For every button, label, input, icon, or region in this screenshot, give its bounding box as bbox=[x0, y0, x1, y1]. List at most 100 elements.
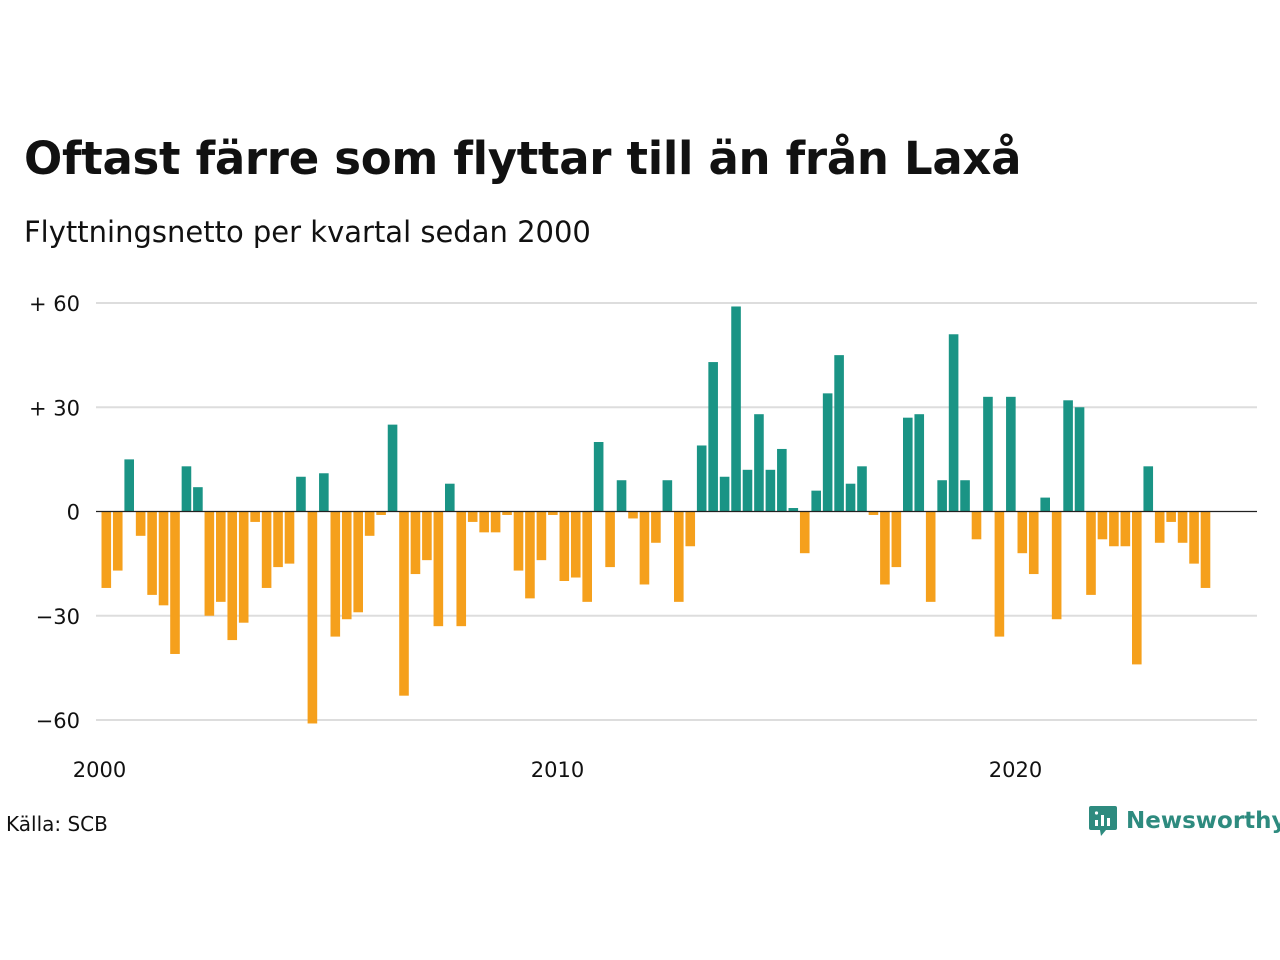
bars bbox=[101, 306, 1211, 724]
bar-11 bbox=[227, 511, 238, 641]
bar-48 bbox=[651, 511, 661, 543]
bar-52 bbox=[696, 445, 707, 512]
bar-50 bbox=[674, 511, 684, 602]
bar-24 bbox=[376, 511, 386, 515]
bar-10 bbox=[216, 511, 226, 602]
bar-3 bbox=[135, 511, 146, 536]
y-tick-label: + 60 bbox=[29, 292, 80, 316]
bar-33 bbox=[479, 511, 489, 533]
chart-title: Oftast färre som flyttar till än från La… bbox=[24, 132, 1022, 185]
bar-75 bbox=[960, 480, 970, 512]
y-tick-label: + 30 bbox=[29, 396, 80, 420]
bar-13 bbox=[250, 511, 260, 522]
bar-87 bbox=[1097, 511, 1108, 540]
bar-55 bbox=[731, 306, 741, 512]
bar-30 bbox=[445, 483, 455, 512]
bar-64 bbox=[834, 355, 844, 512]
newsworthy-logo: Newsworthy bbox=[1088, 804, 1280, 838]
bar-72 bbox=[925, 511, 936, 602]
bar-88 bbox=[1109, 511, 1119, 547]
bar-60 bbox=[788, 508, 799, 512]
bar-68 bbox=[880, 511, 890, 585]
bar-81 bbox=[1028, 511, 1039, 575]
bar-62 bbox=[811, 490, 821, 512]
bar-58 bbox=[765, 469, 776, 512]
bar-85 bbox=[1074, 407, 1085, 512]
bar-9 bbox=[204, 511, 215, 616]
bar-49 bbox=[662, 480, 673, 512]
bar-0 bbox=[101, 511, 112, 588]
bar-66 bbox=[857, 466, 867, 512]
bar-61 bbox=[799, 511, 810, 554]
bar-91 bbox=[1143, 466, 1154, 512]
bar-96 bbox=[1200, 511, 1211, 588]
brand-name: Newsworthy bbox=[1126, 808, 1280, 834]
bar-1 bbox=[112, 511, 123, 571]
bar-65 bbox=[845, 483, 856, 512]
bar-86 bbox=[1086, 511, 1096, 595]
bar-19 bbox=[319, 473, 329, 512]
bar-53 bbox=[708, 362, 718, 512]
bar-18 bbox=[307, 511, 318, 724]
bar-40 bbox=[559, 511, 570, 581]
bar-20 bbox=[330, 511, 341, 637]
bar-22 bbox=[353, 511, 363, 613]
source-note: Källa: SCB bbox=[6, 812, 108, 836]
bar-5 bbox=[158, 511, 169, 606]
bar-84 bbox=[1063, 400, 1073, 512]
bar-82 bbox=[1040, 497, 1050, 512]
bar-94 bbox=[1177, 511, 1188, 543]
bar-73 bbox=[937, 480, 947, 512]
bar-41 bbox=[570, 511, 581, 578]
bar-29 bbox=[433, 511, 444, 627]
axes: + 60 + 30 0 −30 −60 2000 2010 2020 bbox=[29, 292, 1257, 782]
bar-83 bbox=[1051, 511, 1062, 620]
bar-39 bbox=[548, 511, 558, 515]
bar-69 bbox=[891, 511, 902, 568]
bar-59 bbox=[777, 448, 787, 512]
bar-37 bbox=[525, 511, 535, 599]
newsworthy-logo-icon bbox=[1089, 806, 1117, 836]
bar-7 bbox=[181, 466, 192, 512]
bar-76 bbox=[971, 511, 982, 540]
y-tick-label: −30 bbox=[36, 605, 80, 629]
bar-38 bbox=[536, 511, 547, 561]
bar-21 bbox=[341, 511, 352, 620]
bar-35 bbox=[502, 511, 512, 515]
x-tick-label: 2020 bbox=[989, 758, 1042, 782]
bar-92 bbox=[1154, 511, 1165, 543]
bar-71 bbox=[914, 414, 925, 512]
bar-79 bbox=[1006, 396, 1016, 512]
bar-42 bbox=[582, 511, 592, 602]
bar-63 bbox=[822, 393, 833, 512]
bar-14 bbox=[261, 511, 272, 588]
x-tick-label: 2010 bbox=[531, 758, 584, 782]
bar-4 bbox=[147, 511, 157, 595]
bar-74 bbox=[948, 334, 959, 512]
bar-95 bbox=[1189, 511, 1199, 564]
bar-36 bbox=[513, 511, 524, 571]
bar-43 bbox=[593, 442, 604, 512]
y-tick-label: 0 bbox=[67, 501, 80, 525]
x-tick-label: 2000 bbox=[73, 758, 126, 782]
bar-34 bbox=[490, 511, 501, 533]
bar-2 bbox=[124, 459, 134, 512]
bar-6 bbox=[170, 511, 180, 654]
bar-54 bbox=[719, 476, 730, 512]
bar-28 bbox=[422, 511, 432, 561]
bar-78 bbox=[994, 511, 1005, 637]
bar-15 bbox=[273, 511, 283, 568]
bar-16 bbox=[284, 511, 295, 564]
bar-32 bbox=[467, 511, 478, 522]
bar-31 bbox=[456, 511, 467, 627]
bar-45 bbox=[616, 480, 627, 512]
bar-23 bbox=[364, 511, 375, 536]
bar-93 bbox=[1166, 511, 1176, 522]
bar-51 bbox=[685, 511, 696, 547]
bar-12 bbox=[238, 511, 249, 623]
bar-25 bbox=[387, 424, 398, 512]
bar-90 bbox=[1132, 511, 1142, 665]
bar-67 bbox=[868, 511, 879, 515]
bar-47 bbox=[639, 511, 650, 585]
